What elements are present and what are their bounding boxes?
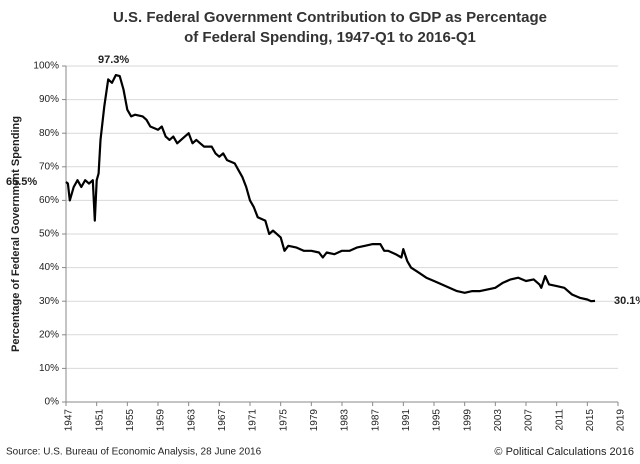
x-tick-label: 1951 [94,409,105,432]
x-tick-label: 1947 [64,409,75,432]
annotation: 65.5% [6,176,37,188]
x-tick-label: 1991 [401,409,412,432]
x-tick-label: 2015 [585,409,596,432]
y-axis-label: Percentage of Federal Government Spendin… [10,116,22,352]
y-tick-label: 0% [45,397,60,408]
y-tick-label: 70% [39,161,59,172]
annotation: 97.3% [98,54,129,66]
y-tick-label: 30% [39,296,59,307]
x-tick-label: 1983 [340,409,351,432]
x-tick-label: 1963 [186,409,197,432]
x-tick-label: 1987 [370,409,381,432]
x-tick-label: 2019 [616,409,627,432]
y-tick-label: 40% [39,262,59,273]
x-tick-label: 2011 [554,409,565,431]
x-tick-label: 1995 [432,409,443,432]
y-tick-label: 90% [39,94,59,105]
source: Source: U.S. Bureau of Economic Analysis… [6,447,262,458]
x-tick-label: 2007 [524,409,535,432]
x-tick-label: 2003 [493,409,504,432]
x-tick-label: 1959 [156,409,167,432]
annotation: 30.1% [614,295,640,307]
line [65,74,596,303]
x-tick-label: 1971 [248,409,259,432]
chart-title: U.S. Federal Government Contribution to … [113,9,547,26]
y-tick-label: 20% [39,329,59,340]
y-tick-label: 10% [39,363,59,374]
y-tick-label: 60% [39,195,59,206]
x-tick-label: 1999 [462,409,473,432]
x-tick-label: 1967 [217,409,228,432]
credit: © Political Calculations 2016 [494,446,634,458]
y-tick-label: 50% [39,229,59,240]
chart-subtitle: of Federal Spending, 1947-Q1 to 2016-Q1 [184,29,476,46]
y-tick-label: 80% [39,128,59,139]
x-tick-label: 1975 [278,409,289,432]
x-tick-label: 1979 [309,409,320,432]
x-tick-label: 1955 [125,409,136,432]
y-tick-label: 100% [33,61,59,72]
